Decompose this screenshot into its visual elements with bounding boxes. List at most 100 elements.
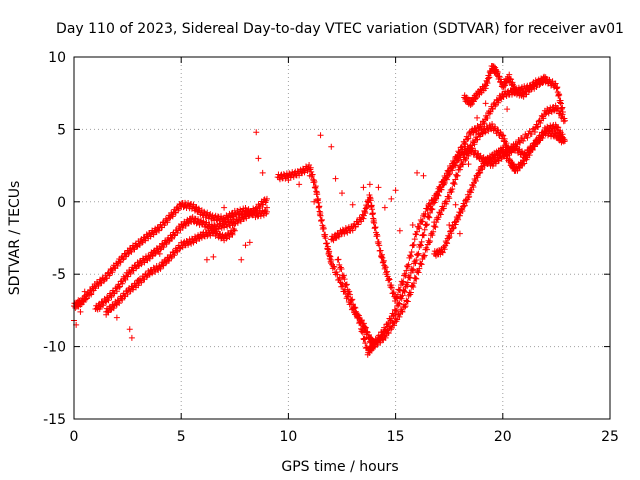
data-point <box>526 152 533 159</box>
data-point <box>165 238 172 245</box>
series-scatter-extras <box>71 100 511 341</box>
data-point <box>390 290 397 297</box>
data-point <box>399 279 406 286</box>
data-point <box>152 269 159 276</box>
data-point <box>394 295 401 302</box>
data-point <box>481 120 488 127</box>
data-point <box>423 246 430 253</box>
data-point <box>449 167 456 174</box>
data-point <box>410 280 417 287</box>
data-point <box>317 132 324 139</box>
data-point <box>349 227 356 234</box>
data-point <box>561 117 568 124</box>
data-point <box>330 263 337 270</box>
x-tick-label: 10 <box>279 429 297 445</box>
data-point <box>413 231 420 238</box>
data-point <box>465 161 472 168</box>
data-point <box>394 291 401 298</box>
data-point <box>444 240 451 247</box>
data-point <box>337 264 344 271</box>
data-point <box>396 313 403 320</box>
data-point <box>333 269 340 276</box>
data-point <box>454 172 461 179</box>
data-point <box>110 305 117 312</box>
data-point <box>421 252 428 259</box>
data-point <box>455 216 462 223</box>
data-point <box>127 270 134 277</box>
data-point <box>146 255 153 262</box>
y-tick-label: 5 <box>57 122 66 138</box>
data-point <box>435 192 442 199</box>
data-point <box>386 276 393 283</box>
data-point <box>369 210 376 217</box>
data-point <box>354 311 361 318</box>
data-point <box>449 186 456 193</box>
data-point <box>128 248 135 255</box>
y-tick-label: -15 <box>43 412 66 428</box>
x-tick-label: 15 <box>387 429 405 445</box>
data-point <box>231 220 238 227</box>
data-point <box>382 264 389 271</box>
data-point <box>482 100 489 107</box>
data-point <box>246 239 253 246</box>
grid <box>74 57 610 419</box>
data-point <box>381 204 388 211</box>
data-point <box>406 274 413 281</box>
data-point <box>430 199 437 206</box>
data-point <box>231 227 238 234</box>
data-point <box>407 253 414 260</box>
data-point <box>379 336 386 343</box>
data-point <box>559 109 566 116</box>
data-point <box>559 131 566 138</box>
data-point <box>200 218 207 225</box>
data-point <box>529 147 536 154</box>
data-point <box>404 263 411 270</box>
data-point <box>401 288 408 295</box>
data-point <box>450 224 457 231</box>
data-point <box>401 304 408 311</box>
data-point <box>492 123 499 130</box>
data-point <box>459 160 466 167</box>
data-point <box>452 201 459 208</box>
data-point <box>168 254 175 261</box>
data-point <box>410 283 417 290</box>
data-point <box>446 221 453 228</box>
data-point <box>472 177 479 184</box>
data-point <box>432 224 439 231</box>
data-point <box>357 325 364 332</box>
data-point <box>384 268 391 275</box>
data-point <box>388 284 395 291</box>
data-point <box>474 174 481 181</box>
data-point <box>409 221 416 228</box>
data-point <box>328 143 335 150</box>
y-tick-label: -5 <box>52 267 66 283</box>
data-point <box>474 151 481 158</box>
data-point <box>343 281 350 288</box>
data-point <box>504 106 511 113</box>
data-point <box>446 234 453 241</box>
data-point <box>229 231 236 238</box>
data-point <box>421 226 428 233</box>
data-point <box>242 242 249 249</box>
data-point <box>423 221 430 228</box>
data-point <box>407 289 414 296</box>
data-point <box>470 184 477 191</box>
data-point <box>485 128 492 135</box>
data-point <box>75 297 82 304</box>
data-point <box>388 282 395 289</box>
data-point <box>306 172 313 179</box>
data-point <box>431 219 438 226</box>
data-point <box>398 308 405 315</box>
data-point <box>109 269 116 276</box>
data-point <box>448 188 455 195</box>
data-point <box>322 235 329 242</box>
data-point <box>162 260 169 267</box>
data-point <box>195 216 202 223</box>
data-points <box>71 63 568 358</box>
data-point <box>424 206 431 213</box>
data-point <box>451 161 458 168</box>
data-point <box>420 253 427 260</box>
data-point <box>157 265 164 272</box>
data-point <box>116 284 123 291</box>
data-point <box>540 115 547 122</box>
